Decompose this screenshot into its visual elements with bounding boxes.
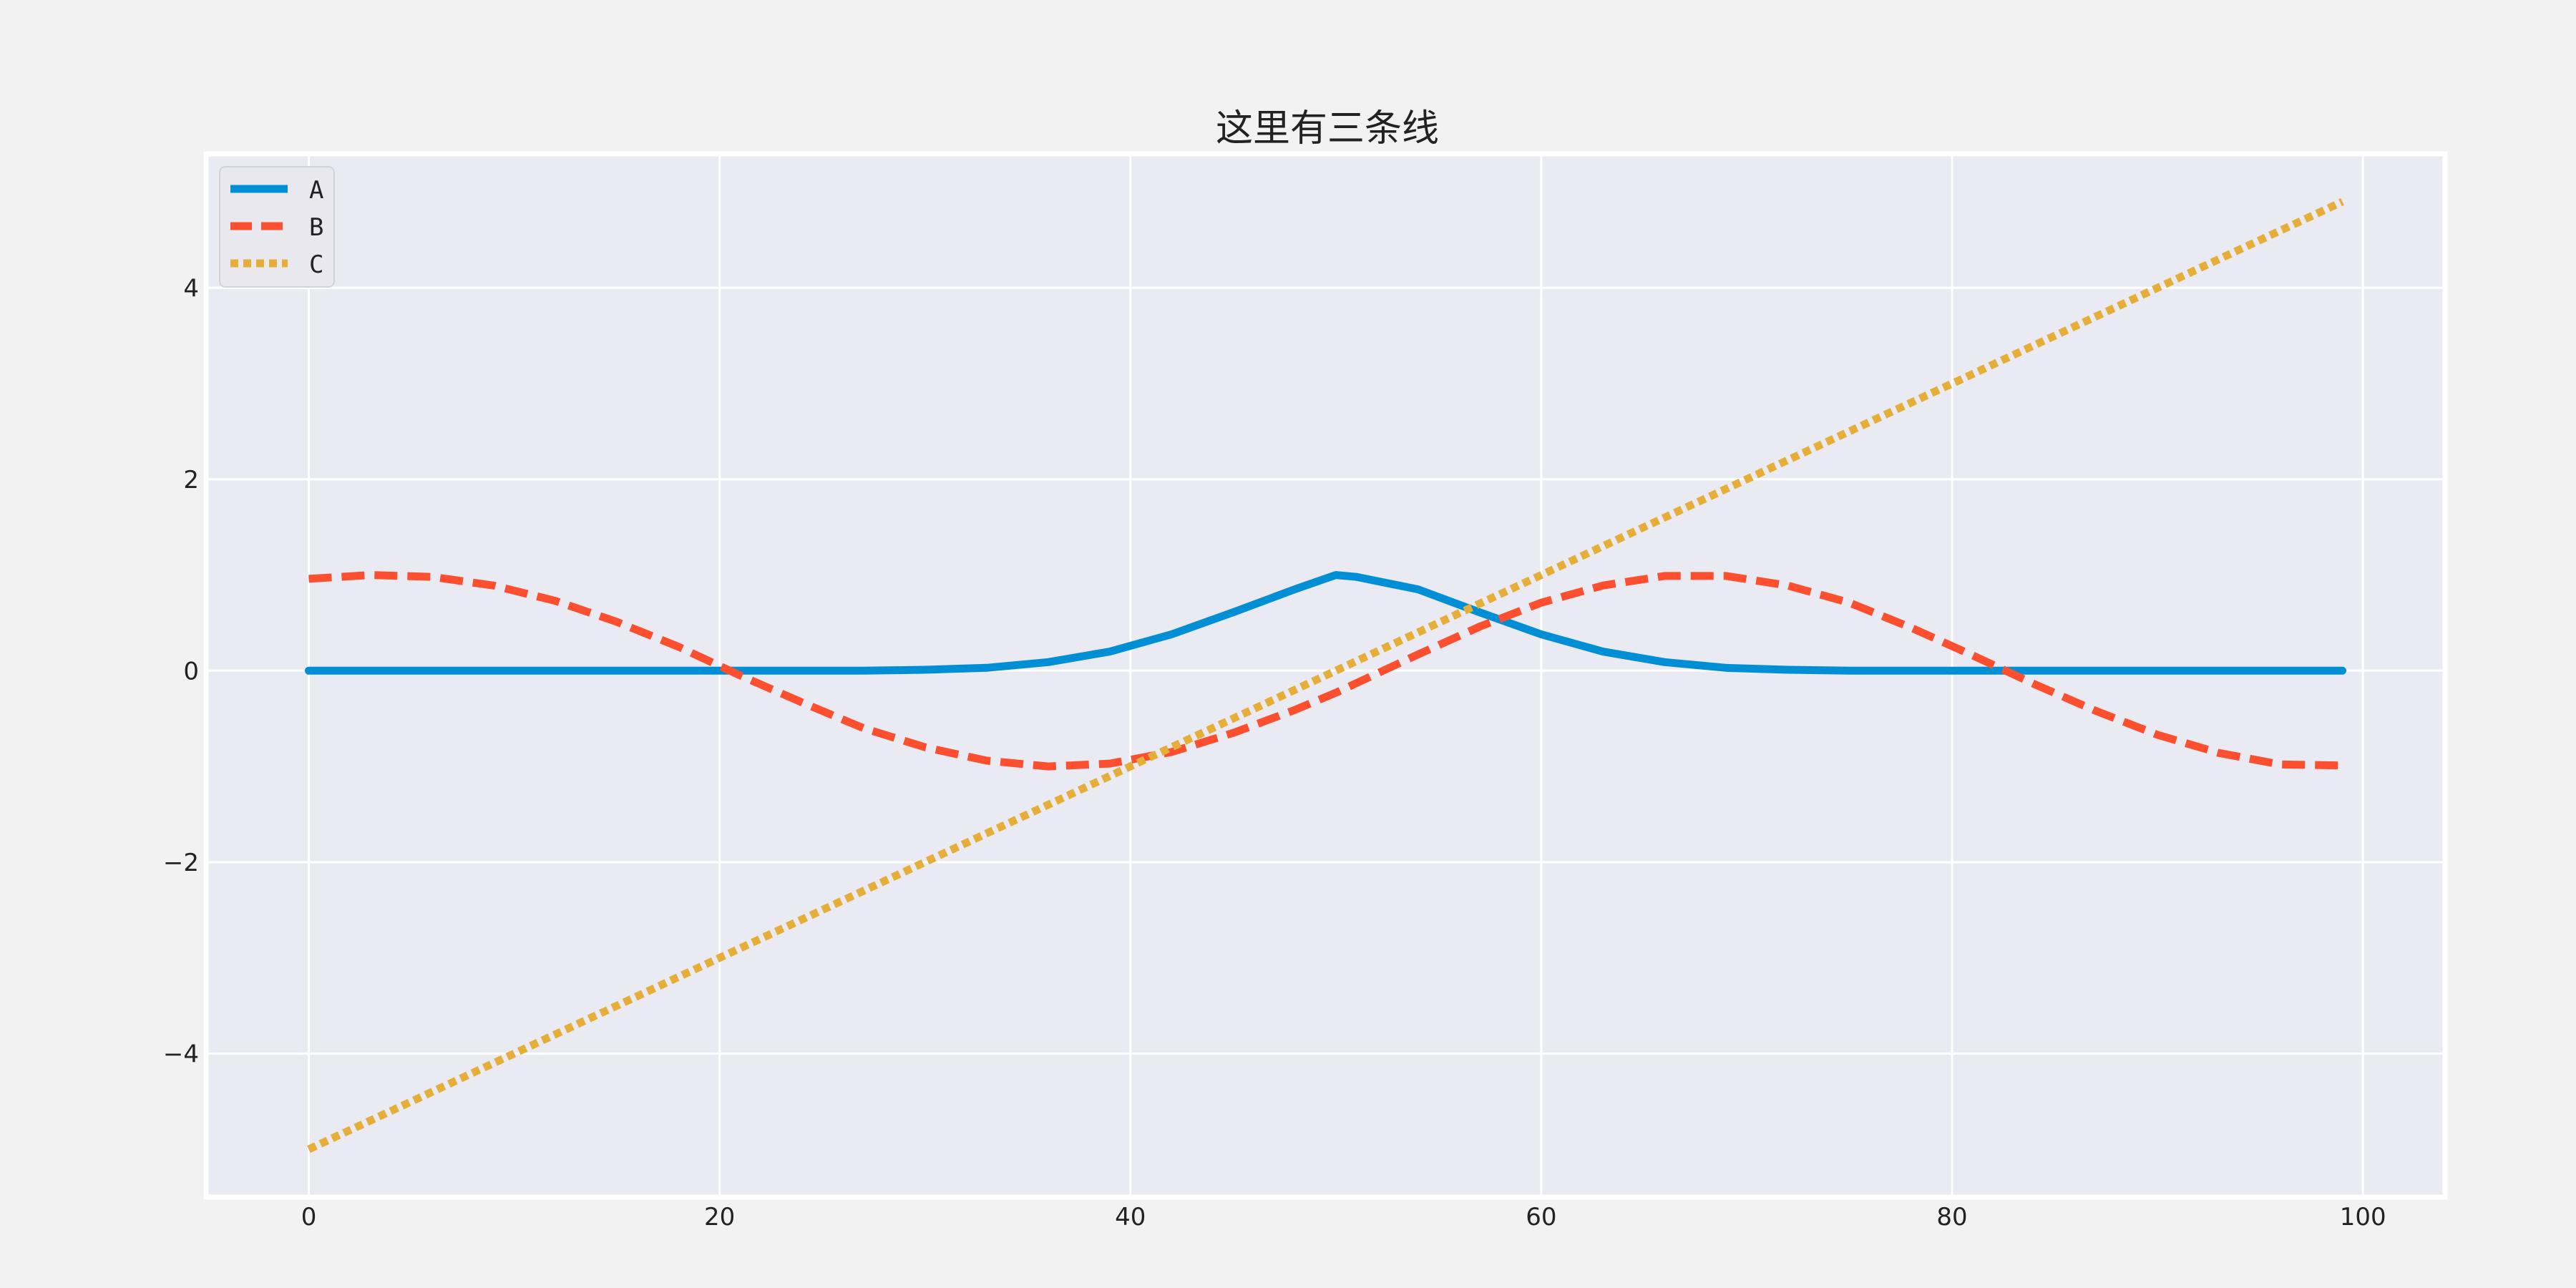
legend: A B C [219, 166, 335, 288]
y-tick-label: 4 [183, 274, 199, 303]
series-line-a [305, 571, 2346, 675]
chart-title: 这里有三条线 [1216, 107, 1439, 150]
x-tick-label: 100 [2340, 1203, 2386, 1231]
series-line-c [307, 197, 2344, 1153]
legend-label-b: B [309, 213, 323, 242]
series-lines [305, 197, 2346, 1153]
y-tick-label: 0 [183, 657, 199, 686]
y-tick-label: 2 [183, 466, 199, 494]
y-tick-label: −2 [163, 849, 199, 877]
x-tick-label: 80 [1936, 1203, 1967, 1231]
legend-label-a: A [309, 176, 323, 205]
legend-label-c: C [309, 250, 323, 279]
tick-labels: 0 20 40 60 80 100 −4 −2 0 2 4 [163, 274, 2386, 1231]
x-tick-label: 20 [704, 1203, 735, 1231]
x-tick-label: 40 [1115, 1203, 1146, 1231]
x-tick-label: 0 [301, 1203, 317, 1231]
x-tick-label: 60 [1526, 1203, 1556, 1231]
grid-lines [206, 154, 2445, 1197]
series-line-b [308, 571, 2343, 771]
y-tick-label: −4 [163, 1040, 199, 1068]
